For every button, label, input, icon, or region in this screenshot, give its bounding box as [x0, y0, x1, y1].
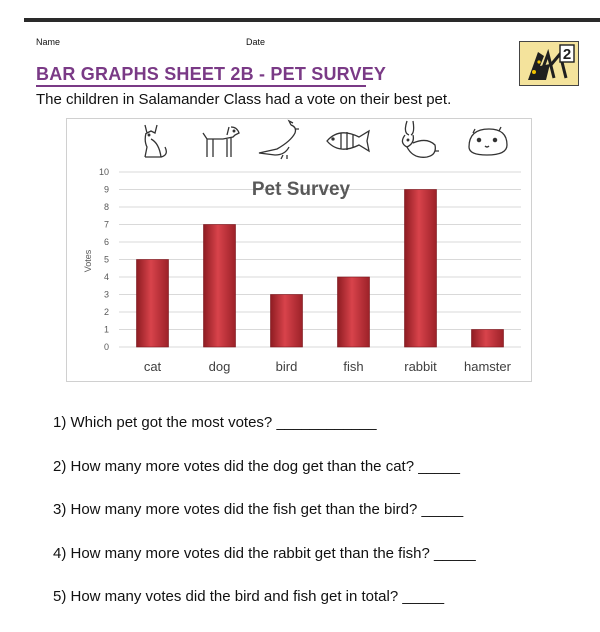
date-label: Date	[246, 37, 266, 47]
x-tick-label: cat	[144, 359, 162, 374]
y-tick-label: 4	[104, 272, 109, 282]
chart-svg: 0 1 2 3 4 5 6 7 8 9 10 cat dog bird fish rabbit hamster…	[83, 119, 521, 374]
y-tick-label: 3	[104, 290, 109, 300]
bar-chart: 0 1 2 3 4 5 6 7 8 9 10 cat dog bird fish rabbit hamster…	[66, 118, 532, 382]
hamster-icon	[468, 126, 508, 156]
cat-icon	[144, 124, 167, 158]
y-tick-label: 7	[104, 220, 109, 230]
bar-rabbit	[404, 189, 437, 348]
question-4: 4) How many more votes did the rabbit ge…	[53, 544, 476, 562]
y-tick-label: 10	[99, 167, 109, 177]
bar-dog	[203, 224, 236, 348]
question-3: 3) How many more votes did the fish get …	[53, 501, 464, 518]
y-tick-label: 9	[104, 185, 109, 195]
intro-text: The children in Salamander Class had a v…	[36, 91, 452, 108]
dog-icon	[202, 126, 240, 157]
y-axis-ticks: 0 1 2 3 4 5 6 7 8 9 10	[99, 167, 109, 352]
x-tick-label: hamster	[464, 359, 512, 374]
x-tick-label: bird	[276, 359, 298, 374]
x-tick-label: fish	[343, 359, 363, 374]
y-axis-label: Votes	[83, 249, 93, 272]
logo-number: 2	[563, 46, 571, 63]
category-icons	[144, 119, 508, 160]
x-tick-label: rabbit	[404, 359, 437, 374]
bar-hamster	[471, 329, 504, 348]
rabbit-icon	[401, 120, 439, 158]
x-axis-labels: cat dog bird fish rabbit hamster	[144, 359, 512, 374]
x-tick-label: dog	[209, 359, 231, 374]
question-2: 2) How many more votes did the dog get t…	[53, 457, 460, 475]
title-underline	[36, 85, 366, 87]
y-tick-label: 6	[104, 237, 109, 247]
y-tick-label: 8	[104, 202, 109, 212]
fish-icon	[326, 129, 370, 153]
grid-lines	[119, 171, 521, 348]
page-title: BAR GRAPHS SHEET 2B - PET SURVEY	[36, 64, 387, 84]
bird-icon	[258, 119, 299, 160]
chart-title: Pet Survey	[252, 179, 351, 200]
y-tick-label: 1	[104, 325, 109, 335]
math-salamanders-logo: 2	[519, 41, 579, 86]
name-label: Name	[36, 37, 61, 47]
bar-cat	[136, 259, 169, 348]
bar-fish	[337, 276, 370, 348]
y-tick-label: 5	[104, 255, 109, 265]
y-tick-label: 0	[104, 342, 109, 352]
question-1: 1) Which pet got the most votes? _______…	[53, 414, 377, 431]
y-tick-label: 2	[104, 307, 109, 317]
top-rule	[24, 18, 600, 22]
question-5: 5) How many votes did the bird and fish …	[53, 588, 445, 605]
bar-bird	[270, 294, 303, 348]
question-list: 1) Which pet got the most votes? _______…	[53, 414, 476, 632]
bars	[136, 189, 504, 348]
